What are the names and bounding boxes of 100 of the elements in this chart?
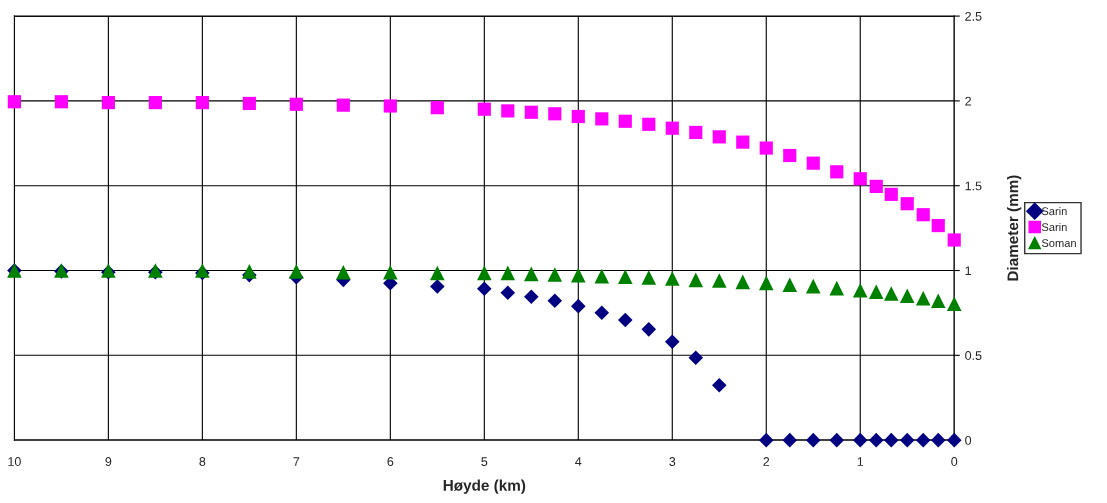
point	[501, 104, 515, 118]
point	[736, 135, 750, 149]
point	[829, 432, 845, 448]
point	[594, 305, 610, 321]
x-tick-label: 2	[763, 457, 770, 466]
point	[758, 432, 774, 448]
point	[883, 432, 899, 448]
point	[899, 432, 915, 448]
point	[915, 432, 931, 448]
point	[547, 267, 563, 282]
point	[806, 156, 820, 170]
point	[524, 105, 538, 119]
x-tick-label: 0	[951, 457, 958, 466]
point	[242, 264, 257, 279]
point	[477, 102, 491, 116]
x-tick-label: 10	[8, 457, 21, 466]
point	[641, 270, 657, 285]
point	[571, 298, 586, 314]
point	[383, 264, 398, 280]
point	[947, 233, 961, 247]
x-tick-label: 9	[105, 457, 112, 466]
point	[383, 99, 397, 113]
point	[430, 265, 445, 281]
point	[883, 286, 899, 301]
point	[758, 275, 774, 291]
point	[665, 334, 680, 350]
point	[783, 148, 797, 163]
point	[868, 432, 884, 448]
point	[884, 187, 898, 201]
point	[500, 265, 516, 281]
point	[477, 281, 492, 297]
point	[618, 269, 633, 285]
point	[54, 95, 68, 109]
point	[946, 296, 962, 312]
x-tick-label: 1	[857, 457, 864, 466]
point	[782, 432, 798, 448]
point	[805, 432, 821, 448]
point	[289, 264, 304, 279]
point	[101, 96, 115, 110]
x-tick-label: 4	[575, 457, 582, 466]
point	[869, 179, 883, 193]
point	[618, 312, 633, 328]
x-tick-label: 3	[669, 457, 676, 466]
point	[853, 172, 867, 186]
point	[916, 208, 930, 222]
y-tick-label: 2.5	[965, 11, 982, 21]
point	[477, 265, 492, 281]
point	[430, 101, 444, 115]
point	[665, 121, 679, 135]
point	[899, 288, 915, 304]
legend-label: Sarin	[1041, 207, 1067, 216]
point	[148, 96, 162, 110]
point	[735, 274, 751, 290]
y-axis-title: Diameter (mm)	[1007, 175, 1022, 281]
point	[594, 268, 610, 284]
point	[336, 264, 351, 280]
point	[689, 125, 703, 140]
point	[915, 290, 931, 306]
legend-label: Sarin	[1041, 222, 1067, 232]
point	[688, 350, 704, 365]
point	[782, 277, 798, 293]
point	[711, 273, 727, 288]
x-tick-label: 5	[481, 457, 488, 466]
point	[759, 141, 773, 155]
point	[548, 107, 562, 121]
point	[642, 117, 656, 131]
legend-label: Soman	[1041, 239, 1076, 248]
point	[641, 322, 657, 337]
point	[852, 282, 868, 298]
y-tick-label: 1	[965, 266, 971, 276]
point	[289, 97, 303, 111]
point	[618, 114, 632, 128]
point	[524, 289, 539, 305]
point	[930, 293, 946, 308]
point	[571, 267, 586, 283]
x-tick-label: 6	[387, 457, 394, 466]
point	[430, 279, 445, 294]
y-tick-label: 1.5	[965, 181, 982, 191]
point	[665, 271, 680, 286]
point	[711, 377, 727, 393]
point	[829, 280, 845, 296]
point	[336, 98, 350, 112]
point	[571, 109, 585, 124]
point	[931, 218, 945, 233]
y-tick-label: 0	[965, 435, 972, 445]
point	[242, 96, 256, 111]
point	[805, 278, 821, 294]
point	[195, 96, 209, 110]
point	[524, 266, 539, 282]
point	[830, 165, 844, 179]
point	[946, 432, 962, 448]
y-tick-label: 0.5	[965, 351, 982, 360]
point	[868, 284, 884, 299]
point	[900, 197, 914, 211]
x-tick-label: 7	[293, 457, 300, 466]
point	[852, 432, 868, 448]
x-tick-label: 8	[199, 457, 206, 466]
point	[930, 432, 946, 448]
point	[712, 130, 726, 144]
point	[7, 95, 21, 109]
